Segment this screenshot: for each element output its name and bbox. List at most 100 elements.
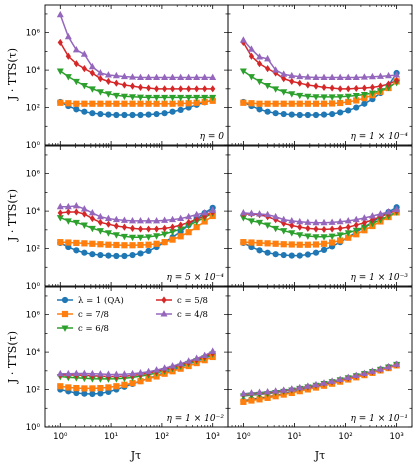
series-2-point	[169, 100, 176, 107]
series-5-point	[112, 370, 120, 377]
x-tick-label: 10¹	[287, 432, 301, 442]
series-5-point	[129, 73, 137, 80]
y-tick-label: 10⁶	[26, 170, 41, 180]
series-2-point	[105, 241, 112, 248]
series-2-point	[353, 231, 360, 238]
series-4-point	[105, 77, 112, 85]
series-4-point	[113, 222, 119, 230]
series-2-point	[137, 378, 144, 385]
series-5-point	[56, 10, 64, 18]
series-3-point	[336, 94, 344, 101]
series-5-point	[145, 216, 153, 224]
panel-1: 10⁰ 10² 10⁴ 10⁶ η = 0	[26, 4, 229, 151]
series-5-point	[136, 73, 144, 81]
series-1-point	[296, 111, 303, 119]
series-5-point	[80, 50, 88, 57]
series-4-point	[361, 84, 368, 92]
series-2-point	[312, 241, 320, 248]
series-1-point	[345, 107, 352, 114]
series-5-point	[145, 73, 153, 81]
series-2-point	[153, 240, 160, 247]
series-2-point	[272, 100, 279, 107]
series-4-point	[377, 213, 384, 221]
series-2-point	[193, 223, 200, 231]
series-3-point	[96, 228, 104, 235]
series-5-point	[88, 62, 96, 70]
panel-annotation: η = 0	[200, 132, 225, 142]
series-5-point	[376, 365, 384, 372]
series-5-point	[161, 216, 169, 223]
series-5-point	[247, 209, 255, 216]
series-5-point	[153, 366, 161, 373]
series-2-point	[353, 97, 360, 104]
series-1-point	[81, 390, 88, 397]
series-1-point	[312, 111, 320, 119]
y-tick-label: 10²	[26, 104, 40, 114]
series-2-point	[129, 100, 136, 107]
series-5-point	[393, 360, 401, 367]
series-5-point	[312, 73, 320, 81]
series-4-point	[186, 218, 192, 226]
series-1-point	[272, 251, 279, 258]
series-4-point	[369, 83, 376, 91]
series-4-point	[321, 83, 327, 91]
series-5-point	[352, 215, 360, 223]
series-3-point	[185, 94, 193, 102]
series-2-point	[240, 239, 247, 246]
series-1-point	[320, 246, 328, 253]
series-4-point	[313, 225, 319, 233]
series-3-point	[360, 224, 368, 231]
series-group	[239, 360, 401, 405]
series-4-point	[121, 81, 128, 89]
series-3-point	[312, 94, 320, 101]
series-4-point	[385, 80, 392, 88]
series-1-point	[129, 111, 136, 119]
series-5-point	[247, 389, 255, 396]
series-5-point	[185, 357, 193, 364]
series-5-point	[239, 36, 247, 43]
series-5-point	[80, 369, 88, 376]
series-1-point	[97, 110, 104, 118]
series-4-point	[97, 218, 104, 226]
series-5-point	[296, 383, 304, 391]
series-5-point	[153, 216, 161, 224]
series-5-point	[264, 54, 272, 62]
series-3-point	[288, 230, 296, 237]
series-2-point	[73, 100, 80, 107]
series-4-point	[178, 221, 184, 229]
series-2-point	[105, 100, 112, 107]
series-3-point	[80, 375, 88, 383]
series-3-point	[328, 233, 336, 241]
series-3-point	[209, 94, 217, 102]
series-5-point	[169, 362, 177, 369]
series-4-point	[289, 77, 295, 85]
series-3-point	[288, 91, 296, 98]
series-5-point	[272, 387, 280, 394]
series-5-point	[360, 214, 368, 221]
series-5-point	[320, 73, 328, 81]
series-5-point	[328, 73, 336, 81]
legend-item-5: c = 4/8	[156, 310, 208, 320]
panel-4: η = 1 × 10⁻³	[227, 145, 413, 287]
series-5-point	[169, 215, 177, 223]
series-1-point	[272, 110, 279, 117]
series-4-point	[113, 79, 119, 87]
series-3-point	[352, 93, 360, 100]
series-3-point	[120, 93, 128, 101]
series-1-point	[81, 249, 88, 256]
series-5-point	[376, 72, 384, 79]
series-2-point	[345, 234, 352, 241]
series-1-point	[89, 251, 96, 258]
series-1-point	[304, 111, 311, 119]
series-3-point	[312, 234, 320, 241]
series-3-point	[247, 74, 255, 81]
series-2-point	[65, 239, 72, 246]
legend-label: c = 5/8	[177, 296, 208, 306]
series-2-point	[185, 229, 192, 236]
series-1-point	[320, 111, 328, 118]
series-5-point	[96, 212, 104, 220]
series-2-point	[248, 100, 255, 107]
series-3-point	[296, 232, 304, 239]
series-5-point	[201, 73, 209, 81]
series-1-point	[264, 108, 271, 115]
